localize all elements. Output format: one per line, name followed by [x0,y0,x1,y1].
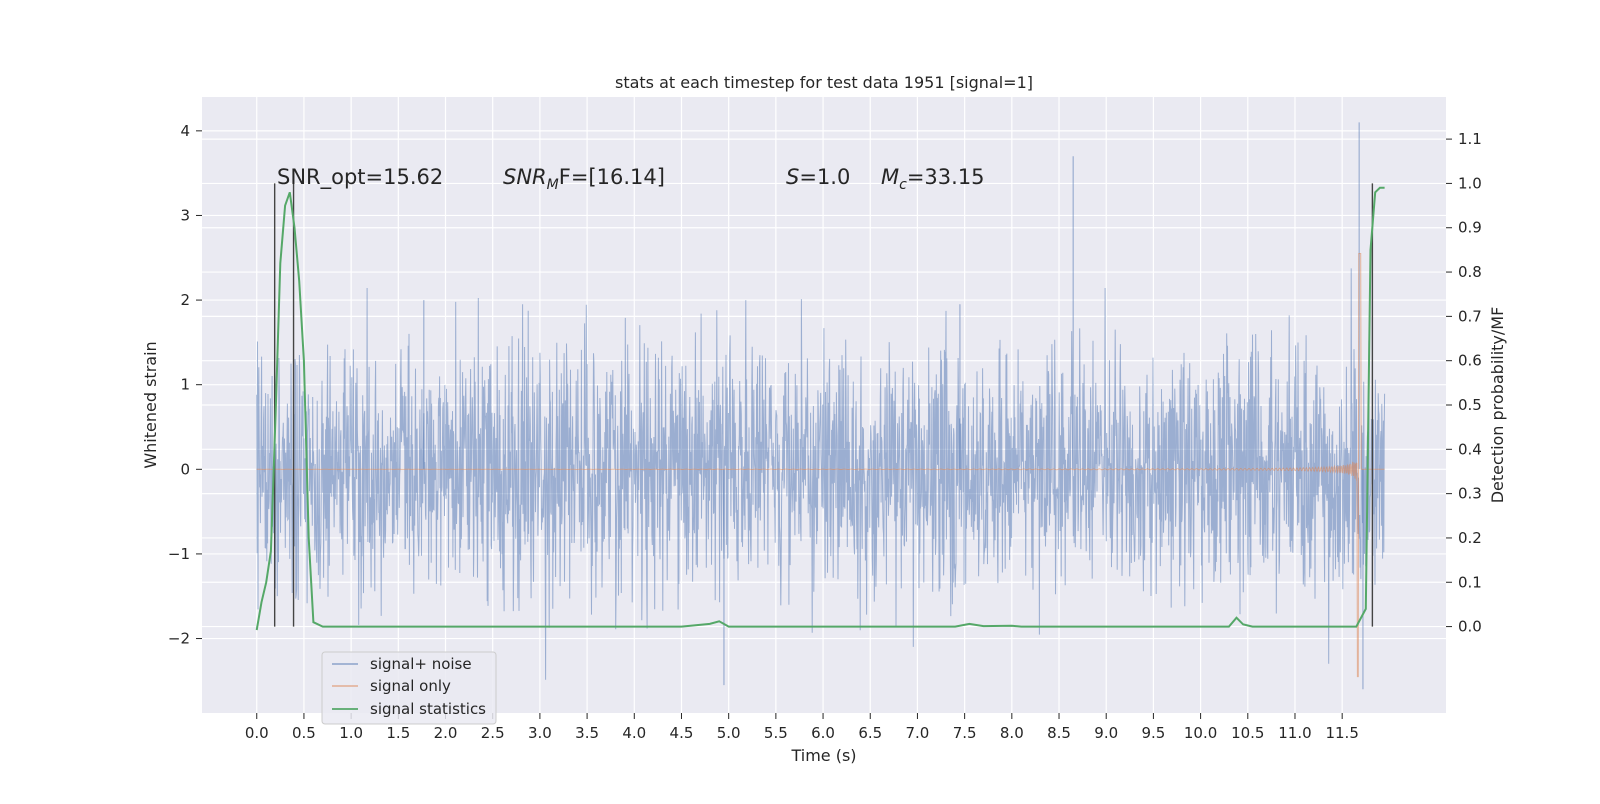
annotation-snr-mf-main: SNR [503,165,547,189]
annotation-s: S=1.0 [786,165,850,189]
x-tick-label: 5.5 [764,724,788,742]
y2-axis-ticks: 1.1 1.0 0.9 0.8 0.7 0.6 0.5 0.4 0.3 0.2 0.1 0.0 [1446,130,1482,636]
y-tick-label: 1 [180,376,190,394]
x-tick-label: 4.5 [670,724,694,742]
y2-tick-label: 0.9 [1458,219,1482,237]
y-tick-label: 0 [180,460,190,478]
x-tick-label: 2.5 [481,724,505,742]
legend-label-signal-only: signal only [370,677,451,695]
signal-statistics-line [255,186,1385,631]
y-axis-ticks: 4 3 2 1 0 −1 −2 [168,122,202,648]
x-tick-label: 3.0 [528,724,552,742]
annotation-mc-sub: c [899,177,907,193]
y-tick-label: −2 [168,630,190,648]
y2-tick-label: 0.1 [1458,573,1482,591]
annotation-snr-mf-rest: F=[16.14] [559,165,665,189]
x-tick-label: 1.0 [339,724,363,742]
x-tick-label: 4.0 [622,724,646,742]
y2-tick-label: 0.2 [1458,529,1482,547]
series-signal-only [256,253,1385,678]
vertical-markers [273,183,1374,627]
x-tick-label: 2.0 [434,724,458,742]
x-tick-label: 0.0 [245,724,269,742]
annotation-snr-opt: SNR_opt=15.62 [277,165,443,190]
x-tick-label: 6.5 [858,724,882,742]
x-tick-label: 10.5 [1231,724,1264,742]
signal-only-line [256,253,1385,678]
x-tick-label: 0.5 [292,724,316,742]
annotation-snr-mf-sub: M [547,177,559,193]
y2-tick-label: 0.8 [1458,263,1482,281]
y2-tick-label: 0.6 [1458,352,1482,370]
x-tick-label: 7.5 [953,724,977,742]
y2-tick-label: 1.1 [1458,130,1482,148]
y2-axis-label: Detection probability/MF [1488,307,1507,504]
annotation-snr-mf: SNRMF=[16.14] [503,165,665,193]
x-tick-label: 1.5 [386,724,410,742]
series-signal-statistics [255,186,1385,631]
x-tick-label: 3.5 [575,724,599,742]
x-axis-ticks: 0.0 0.5 1.0 1.5 2.0 2.5 3.0 3.5 4.0 4.5 5.0 5.5 6.0 6… [245,713,1359,742]
legend: signal+ noise signal only signal statist… [321,651,497,725]
x-tick-label: 11.0 [1278,724,1311,742]
x-tick-label: 10.0 [1184,724,1217,742]
x-tick-label: 8.5 [1047,724,1071,742]
legend-label-signal-statistics: signal statistics [370,700,486,718]
chart-title: stats at each timestep for test data 195… [615,73,1033,92]
x-tick-label: 11.5 [1325,724,1358,742]
y2-tick-label: 1.0 [1458,174,1482,192]
x-axis-label: Time (s) [790,746,856,765]
legend-frame [321,651,497,725]
y-tick-label: 3 [180,206,190,224]
y-tick-label: 2 [180,291,190,309]
x-tick-label: 5.0 [717,724,741,742]
annotation-mc: Mc=33.15 [881,165,985,193]
y2-tick-label: 0.0 [1458,618,1482,636]
annotation-s-var: S [786,165,799,189]
signal-noise-line [256,268,1386,680]
y2-tick-label: 0.4 [1458,440,1482,458]
y-tick-label: 4 [180,122,190,140]
legend-label-signal-noise: signal+ noise [370,655,472,673]
x-tick-label: 8.0 [1000,724,1024,742]
annotation-mc-rest: =33.15 [907,165,985,189]
y-axis-label: Whitened strain [141,341,160,468]
annotation-mc-var: M [881,165,899,189]
x-tick-label: 9.0 [1094,724,1118,742]
annotation-s-rest: =1.0 [799,165,850,189]
x-tick-label: 6.0 [811,724,835,742]
x-tick-label: 7.0 [906,724,930,742]
y2-tick-label: 0.3 [1458,485,1482,503]
x-tick-label: 9.5 [1141,724,1165,742]
y-tick-label: −1 [168,545,190,563]
y2-tick-label: 0.5 [1458,396,1482,414]
y2-tick-label: 0.7 [1458,307,1482,325]
